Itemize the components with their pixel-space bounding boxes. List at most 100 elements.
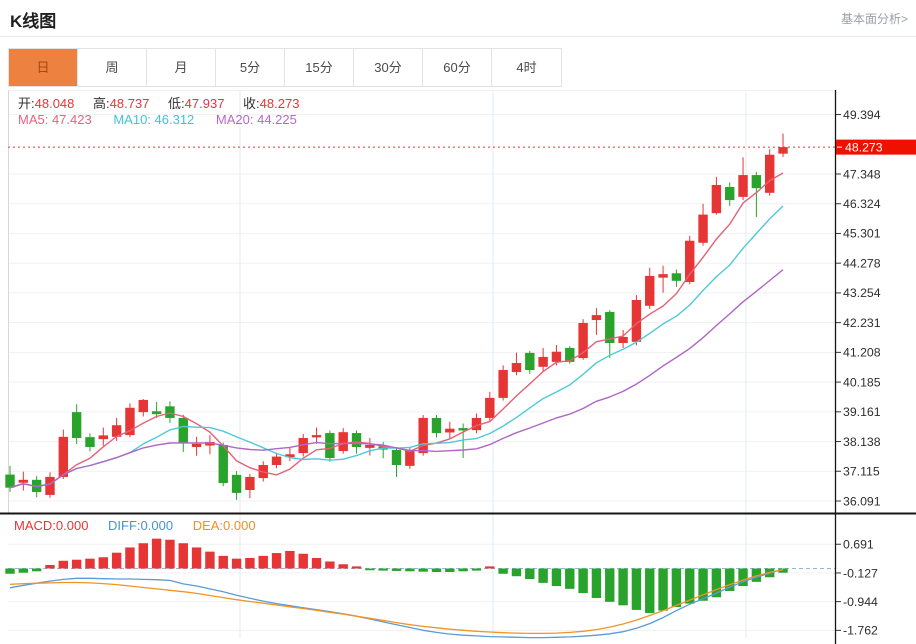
candle-body-up — [591, 315, 602, 321]
macd-bar — [551, 568, 562, 587]
macd-bar — [245, 557, 255, 569]
candle-body-up — [631, 300, 642, 342]
high-label: 高: — [93, 96, 110, 111]
macd-bar — [285, 550, 295, 569]
candle-body-down — [431, 417, 442, 434]
y-axis-label: 42.231 — [843, 316, 881, 330]
y-axis-label: 45.301 — [843, 227, 881, 241]
tab-4时[interactable]: 4时 — [492, 49, 561, 86]
macd-bar — [645, 568, 655, 614]
interval-tabbar: 日周月 5分 15分 30分 60分 4时 — [8, 48, 562, 87]
y-axis-label: 40.185 — [843, 375, 881, 389]
macd-bar — [71, 559, 82, 569]
candle-body-down — [565, 347, 575, 362]
macd-bar — [338, 564, 348, 569]
ma20-line — [9, 269, 784, 489]
macd-bar — [391, 568, 402, 571]
tab-月[interactable]: 月 — [147, 49, 216, 86]
dea-indicator-line — [9, 568, 784, 635]
close-value: 48.273 — [259, 96, 300, 111]
tab-5分[interactable]: 5分 — [216, 49, 285, 86]
macd-bar — [18, 568, 29, 573]
tab-15分[interactable]: 15分 — [285, 49, 354, 86]
macd-bar — [565, 568, 575, 589]
candle-body-down — [151, 411, 162, 415]
macd-bar — [698, 568, 708, 601]
y-axis-label: 36.091 — [843, 494, 881, 508]
y-axis-label: -1.762 — [843, 624, 878, 638]
candle-body-up — [618, 336, 628, 343]
y-axis-label: 41.208 — [843, 346, 881, 360]
candle-body-up — [111, 425, 122, 437]
macd-bar — [45, 564, 55, 569]
macd-bar — [351, 566, 362, 569]
y-axis-label: -0.944 — [843, 595, 878, 609]
macd-bar — [178, 543, 188, 569]
macd-bar — [525, 568, 535, 580]
candle-body-up — [538, 356, 548, 367]
candle-body-up — [338, 432, 348, 452]
macd-bar — [98, 557, 108, 569]
macd-bar — [298, 553, 308, 569]
candle-body-up — [658, 274, 668, 278]
macd-bar — [751, 568, 762, 582]
candle-body-up — [405, 449, 415, 466]
macd-bar — [258, 555, 268, 569]
low-value: 47.937 — [184, 96, 225, 111]
macd-bar — [5, 568, 15, 574]
candle-body-up — [738, 175, 748, 197]
ma10-line — [9, 205, 784, 489]
tab-日[interactable]: 日 — [9, 49, 78, 86]
macd-bar — [151, 538, 162, 569]
ma-legend: MA5: 47.423 MA10: 46.312 MA20: 44.225 — [18, 112, 297, 127]
macd-bar — [671, 568, 682, 608]
candle-body-down — [725, 186, 735, 201]
ma20-value: MA20: 44.225 — [215, 112, 297, 127]
candle-body-down — [5, 474, 15, 488]
candle-body-up — [125, 407, 135, 436]
macd-bar — [31, 568, 42, 572]
macd-bar — [578, 568, 588, 594]
candle-body-up — [245, 476, 255, 490]
high-value: 48.737 — [109, 96, 150, 111]
candle-body-down — [178, 417, 188, 443]
candle-body-up — [764, 154, 775, 193]
macd-bar — [725, 568, 735, 591]
macd-bar — [405, 568, 415, 572]
candle-body-up — [551, 351, 562, 362]
candle-body-down — [165, 406, 175, 418]
candle-body-up — [271, 456, 282, 466]
page-title: K线图 — [10, 12, 57, 31]
tab-30分[interactable]: 30分 — [354, 49, 423, 86]
macd-bar — [138, 543, 148, 569]
candle-body-up — [711, 184, 722, 214]
ma5-value: MA5: 47.423 — [18, 112, 92, 127]
macd-bar — [205, 551, 215, 569]
macd-bar — [445, 568, 455, 573]
macd-legend: MACD:0.000 DIFF:0.000 DEA:0.000 — [14, 518, 256, 533]
macd-bar — [58, 560, 69, 569]
fundamental-analysis-link[interactable]: 基本面分析> — [840, 12, 908, 26]
open-label: 开: — [18, 96, 35, 111]
y-axis-label: -0.127 — [843, 566, 878, 580]
macd-bar — [658, 568, 668, 611]
macd-bar — [231, 558, 242, 569]
candle-body-down — [85, 437, 95, 447]
candle-body-up — [485, 397, 495, 418]
macd-bar — [165, 539, 175, 569]
open-value: 48.048 — [34, 96, 75, 111]
macd-bar — [471, 568, 482, 571]
macd-bar — [418, 568, 428, 572]
tab-60分[interactable]: 60分 — [423, 49, 492, 86]
macd-bar — [605, 568, 615, 602]
y-axis-label: 46.324 — [843, 197, 881, 211]
macd-bar — [191, 547, 202, 569]
macd-bar — [485, 566, 495, 569]
tab-周[interactable]: 周 — [78, 49, 147, 86]
macd-bar — [738, 568, 748, 587]
macd-bar — [125, 547, 135, 569]
y-axis-label: 37.115 — [843, 465, 880, 479]
current-price-badge-label: 48.273 — [845, 140, 883, 154]
macd-bar — [685, 568, 695, 604]
kline-chart[interactable]: 49.394 47.348 46.324 45.301 44.278 43.254 42.2… — [0, 86, 916, 644]
